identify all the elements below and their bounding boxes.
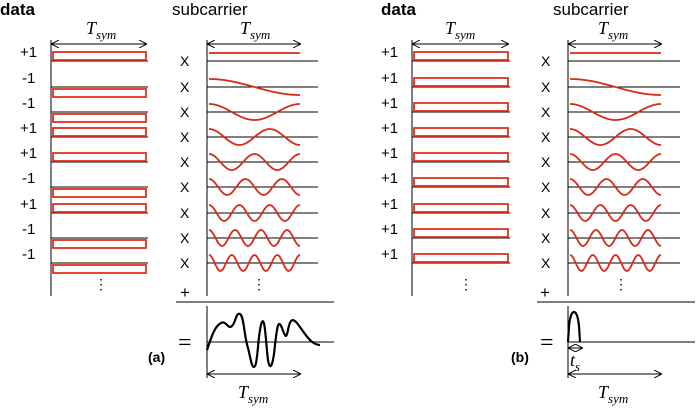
data-value: +1	[20, 120, 37, 137]
multiply-symbol: X	[180, 104, 190, 120]
data-header: data	[381, 0, 417, 19]
data-value: +1	[381, 170, 398, 187]
panel-b: data subcarrier Tsym Tsym +1 X+1 X+1 X+1 X+1…	[381, 0, 695, 406]
equals-sign: =	[540, 330, 554, 356]
subcarrier-header: subcarrier	[553, 0, 629, 19]
subcarrier-wave	[569, 178, 662, 196]
sum-period-label: Tsym	[238, 382, 268, 406]
multiply-symbol: X	[180, 255, 190, 271]
sum-waveform	[205, 312, 321, 368]
symbol-box	[413, 253, 509, 263]
data-value: +1	[381, 196, 398, 213]
panel-a-label: (a)	[148, 349, 165, 365]
multiply-symbol: X	[180, 205, 190, 221]
multiply-symbol: X	[180, 179, 190, 195]
data-value: +1	[381, 246, 398, 263]
symbol-box	[52, 152, 147, 162]
data-value: +1	[381, 70, 398, 87]
panel-a: data subcarrier Tsym Tsym +1 X-1 X-1 X+1 X+1…	[0, 0, 334, 406]
symbol-box	[413, 228, 509, 238]
data-value: +1	[20, 145, 37, 162]
subcarrier-header: subcarrier	[172, 0, 248, 19]
multiply-symbol: X	[180, 129, 190, 145]
subcarrier-wave	[209, 78, 300, 96]
multiply-symbol: X	[541, 79, 551, 95]
data-value: +1	[381, 120, 398, 137]
subcarrier-ellipsis: ⋮	[614, 276, 628, 292]
multiply-symbol: X	[541, 129, 551, 145]
subcarrier-wave	[570, 153, 661, 171]
subcarrier-wave	[209, 103, 300, 121]
symbol-box	[52, 239, 147, 249]
data-value: +1	[381, 221, 398, 238]
multiply-symbol: X	[541, 179, 551, 195]
data-value: -1	[22, 170, 35, 187]
subcarrier-wave	[209, 153, 300, 171]
subcarrier-wave	[569, 254, 662, 272]
data-value: +1	[20, 196, 37, 213]
data-ellipsis: ⋮	[459, 276, 473, 292]
data-header: data	[0, 0, 36, 19]
multiply-symbol: X	[541, 53, 551, 69]
subcarrier-wave	[208, 204, 301, 222]
symbol-box	[413, 127, 509, 137]
rows-panel-a: +1 X -1 X -1 X +1 X +1 X -1 X +1 X -1 X -1 X	[20, 44, 318, 274]
subcarrier-period-label: Tsym	[598, 18, 628, 42]
multiply-symbol: X	[180, 79, 190, 95]
data-period-label: Tsym	[86, 18, 116, 42]
multiply-symbol: X	[180, 230, 190, 246]
data-value: +1	[381, 44, 398, 61]
sum-period-label: Tsym	[598, 382, 628, 406]
symbol-box	[52, 113, 147, 123]
rows-panel-b: +1 X +1 X +1 X +1 X +1 X +1 X +1 X +1 X +1 X	[381, 44, 680, 272]
multiply-symbol: X	[180, 53, 190, 69]
data-value: +1	[381, 95, 398, 112]
multiply-symbol: X	[180, 154, 190, 170]
subcarrier-period-label: Tsym	[240, 18, 270, 42]
subcarrier-wave	[209, 128, 300, 146]
multiply-symbol: X	[541, 230, 551, 246]
subcarrier-wave	[208, 178, 301, 196]
symbol-box	[52, 203, 147, 213]
symbol-box	[413, 102, 509, 112]
data-value: -1	[22, 221, 35, 238]
multiply-symbol: X	[541, 255, 551, 271]
symbol-box	[413, 51, 509, 61]
subcarrier-ellipsis: ⋮	[252, 276, 266, 292]
sum-pulse	[566, 310, 582, 343]
multiply-symbol: X	[541, 104, 551, 120]
plus-sign: +	[540, 283, 550, 302]
subcarrier-wave	[570, 128, 661, 146]
data-value: +1	[20, 44, 37, 61]
symbol-box	[52, 51, 147, 61]
symbol-box	[413, 177, 509, 187]
symbol-box	[413, 77, 509, 87]
subcarrier-wave	[208, 254, 301, 272]
subcarrier-wave	[208, 229, 301, 247]
data-value: -1	[22, 95, 35, 112]
data-period-label: Tsym	[445, 18, 475, 42]
multiply-symbol: X	[541, 154, 551, 170]
subcarrier-wave	[570, 103, 661, 121]
subcarrier-wave	[569, 204, 662, 222]
symbol-box	[52, 264, 147, 274]
symbol-box	[413, 152, 509, 162]
multiply-symbol: X	[541, 205, 551, 221]
pulse-width-label: ts	[570, 350, 580, 374]
data-ellipsis: ⋮	[94, 276, 108, 292]
symbol-box	[52, 127, 147, 137]
subcarrier-wave	[569, 229, 662, 247]
symbol-box	[413, 203, 509, 213]
subcarrier-wave	[570, 78, 661, 96]
symbol-box	[52, 188, 147, 198]
equals-sign: =	[178, 330, 192, 356]
data-value: -1	[22, 70, 35, 87]
symbol-box	[52, 88, 147, 98]
data-value: +1	[381, 145, 398, 162]
panel-b-label: (b)	[511, 349, 529, 365]
plus-sign: +	[180, 283, 190, 302]
data-value: -1	[22, 246, 35, 263]
